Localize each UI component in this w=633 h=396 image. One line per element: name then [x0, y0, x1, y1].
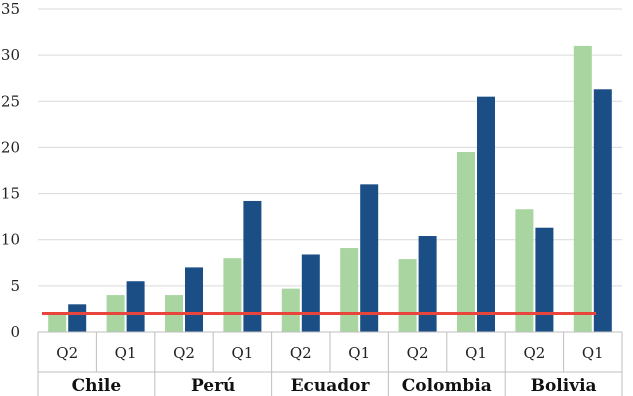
- bar: [126, 281, 145, 332]
- bar: [68, 304, 87, 332]
- bar: [593, 89, 612, 332]
- bar: [281, 288, 300, 332]
- x-subcategory-label: Q2: [290, 344, 312, 362]
- x-subcategory-label: Q1: [582, 344, 604, 362]
- bar: [223, 258, 242, 332]
- y-tick-label: 35: [1, 0, 20, 18]
- bar: [535, 227, 554, 332]
- x-category-label: Ecuador: [291, 376, 371, 396]
- bar: [398, 259, 417, 332]
- x-axis: Q2 Q1 Chile Q2 Q1 Perú Q2 Q1 Ecuador Q2 Q1 Colombia…: [37, 331, 623, 396]
- x-subcategory-label: Q2: [56, 344, 78, 362]
- bar: [515, 209, 534, 332]
- x-subcategory-label: Q1: [465, 344, 487, 362]
- x-category-label: Colombia: [402, 376, 492, 396]
- x-subcategory-label: Q2: [407, 344, 429, 362]
- y-tick-label: 10: [1, 231, 20, 249]
- x-subcategory-label: Q1: [348, 344, 370, 362]
- y-axis-ticks: 0 5 10 15 20 25 30 35: [1, 0, 20, 341]
- bar: [340, 248, 359, 332]
- bar: [360, 184, 379, 332]
- bar: [48, 313, 67, 332]
- bar: [185, 267, 203, 332]
- x-category-label: Perú: [191, 376, 235, 396]
- x-subcategory-label: Q2: [173, 344, 195, 362]
- bar: [243, 200, 262, 332]
- y-tick-label: 5: [10, 277, 20, 295]
- y-tick-label: 30: [1, 46, 20, 64]
- x-category-label: Chile: [72, 376, 122, 396]
- bar: [418, 236, 437, 332]
- bar: [301, 254, 320, 332]
- bar: [477, 96, 495, 333]
- y-tick-label: 20: [1, 138, 20, 156]
- bars: [48, 45, 612, 333]
- x-category-label: Bolivia: [531, 376, 597, 396]
- y-tick-label: 25: [1, 92, 20, 110]
- x-subcategory-label: Q1: [115, 344, 137, 362]
- bar: [573, 45, 592, 333]
- gridlines: [38, 8, 622, 287]
- x-subcategory-label: Q2: [523, 344, 545, 362]
- bar: [457, 152, 475, 332]
- y-tick-label: 0: [10, 323, 20, 341]
- y-tick-label: 15: [1, 185, 20, 203]
- x-subcategory-label: Q1: [231, 344, 253, 362]
